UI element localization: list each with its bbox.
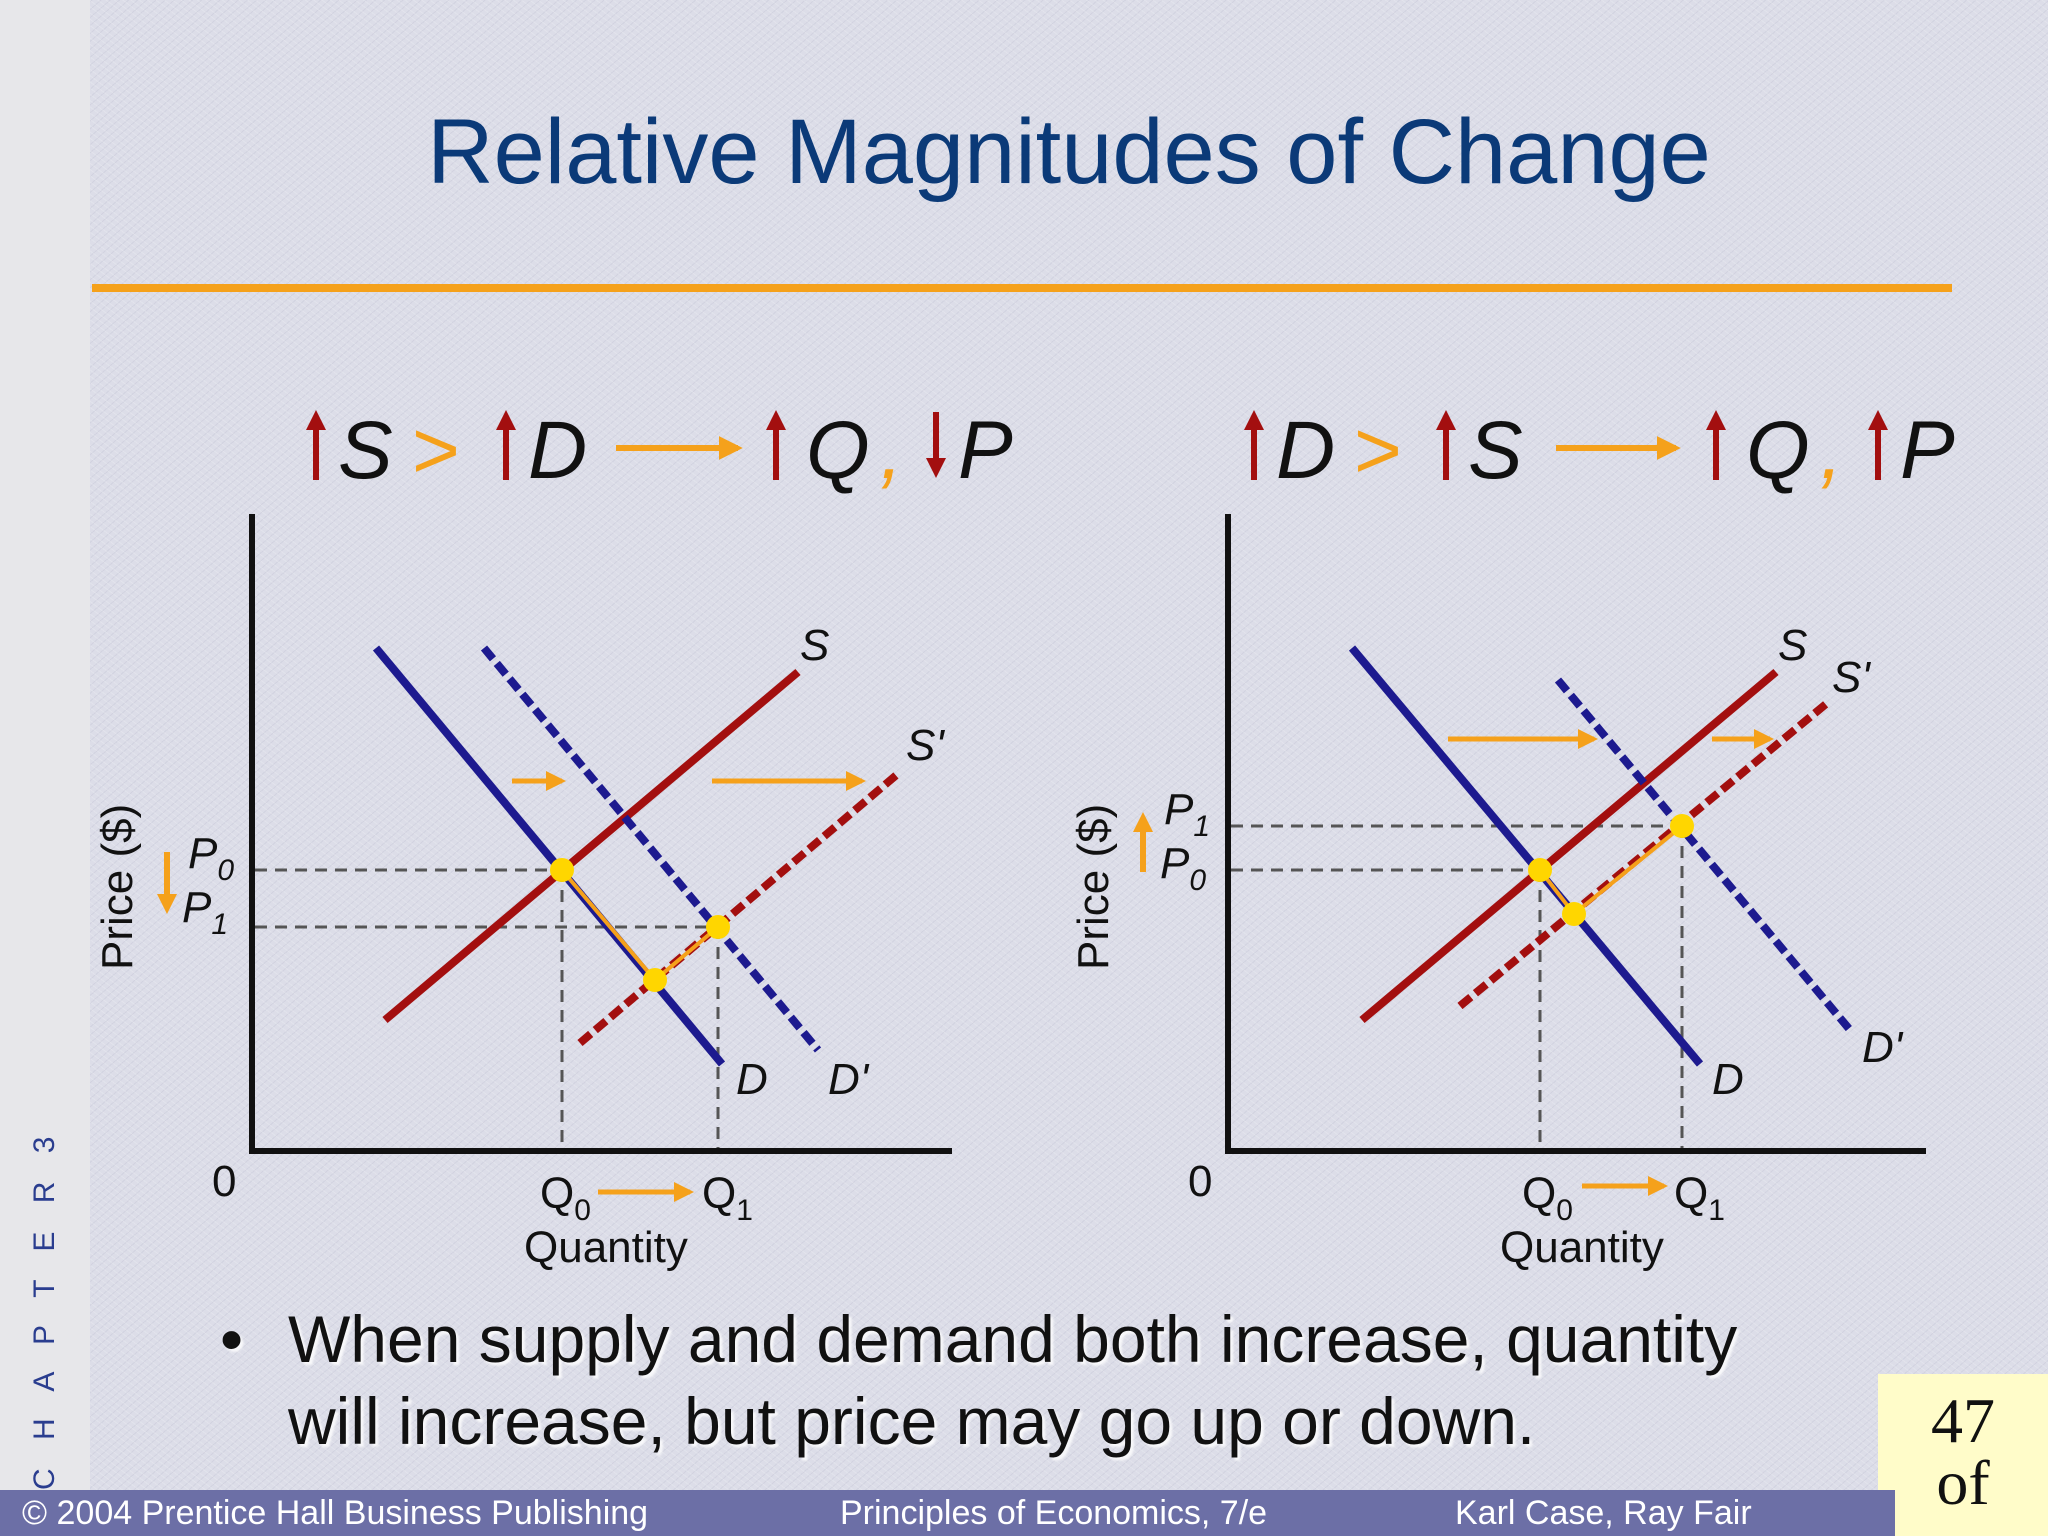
diagram-right: D > S Q , P S S' D D' P1 [1069, 405, 1955, 1272]
label-p0: P0 [1160, 839, 1206, 897]
heading-left-supply: S [338, 405, 393, 496]
supply-curve [382, 668, 801, 1024]
footer-authors: Karl Case, Ray Fair [1455, 1494, 1752, 1532]
equilibrium-intermediate [1562, 902, 1586, 926]
up-arrow-icon [496, 410, 516, 480]
equilibrium-path [560, 868, 720, 983]
label-q1: Q1 [1674, 1169, 1725, 1227]
page-number-box: 47 of [1878, 1374, 2048, 1536]
title-rule [92, 284, 1952, 292]
up-arrow-icon [766, 410, 786, 480]
supply-shifted-curve [577, 768, 903, 1047]
label-demand-shifted: D' [828, 1055, 870, 1104]
equilibrium-final [706, 915, 730, 939]
demand-shifted-curve [1554, 677, 1854, 1033]
page-number: 47 of [1931, 1385, 1995, 1518]
label-supply: S [800, 621, 829, 670]
heading-right-quantity: Q [1746, 405, 1810, 496]
y-axis-label: Price ($) [93, 804, 142, 970]
y-axis-label: Price ($) [1069, 804, 1118, 970]
up-arrow-icon [306, 410, 326, 480]
heading-right-price: P [1900, 405, 1955, 496]
label-origin: 0 [212, 1157, 236, 1206]
heading-left-comparator: > [412, 405, 460, 496]
label-p0: P0 [188, 829, 234, 887]
equilibrium-intermediate [643, 968, 667, 992]
down-arrow-icon [926, 412, 946, 478]
x-axis-label: Quantity [524, 1223, 688, 1272]
demand-curve [1348, 645, 1704, 1067]
up-arrow-icon [1244, 410, 1264, 480]
equilibrium-initial [550, 858, 574, 882]
heading-right-comparator: > [1354, 405, 1402, 496]
label-supply: S [1778, 621, 1807, 670]
label-supply-shifted: S' [1832, 653, 1871, 702]
heading-left-demand: D [528, 405, 587, 496]
label-demand-shifted: D' [1862, 1023, 1904, 1072]
heading-right-demand: D [1276, 405, 1335, 496]
heading-left-quantity: Q [806, 405, 870, 496]
heading-right-supply: S [1468, 405, 1523, 496]
bullet-icon: • [220, 1302, 244, 1376]
label-q0: Q0 [540, 1169, 591, 1227]
label-demand: D [1712, 1055, 1744, 1104]
slide-title: Relative Magnitudes of Change [427, 101, 1711, 203]
label-p1: P1 [1164, 785, 1210, 843]
heading-right: D > S Q , P [1244, 405, 1955, 496]
up-arrow-icon [1133, 812, 1153, 872]
down-arrow-icon [157, 852, 177, 914]
label-origin: 0 [1188, 1157, 1212, 1206]
up-arrow-icon [1436, 410, 1456, 480]
heading-left: S > D Q , P [306, 405, 1013, 496]
footer: © 2004 Prentice Hall Business Publishing… [0, 1490, 1895, 1536]
heading-right-separator: , [1820, 405, 1843, 496]
supply-shifted-curve [1457, 700, 1829, 1010]
heading-left-price: P [958, 405, 1013, 496]
footer-book: Principles of Economics, 7/e [840, 1494, 1268, 1532]
label-p1: P1 [182, 883, 228, 941]
heading-left-separator: , [880, 405, 903, 496]
footer-copyright: © 2004 Prentice Hall Business Publishing [22, 1494, 649, 1532]
diagrams: S > D Q , P [93, 405, 1955, 1272]
side-bar [0, 0, 90, 1490]
demand-shifted-curve [480, 645, 822, 1053]
demand-curve [372, 645, 726, 1067]
equilibrium-initial [1528, 858, 1552, 882]
label-supply-shifted: S' [906, 721, 945, 770]
up-arrow-icon [1868, 410, 1888, 480]
diagram-left: S > D Q , P [93, 405, 1013, 1272]
x-axis-label: Quantity [1500, 1223, 1664, 1272]
equilibrium-final [1670, 814, 1694, 838]
label-demand: D [736, 1055, 768, 1104]
bullet-text: When supply and demand both increase, qu… [288, 1302, 1738, 1458]
label-q1: Q1 [702, 1169, 753, 1227]
up-arrow-icon [1706, 410, 1726, 480]
label-q0: Q0 [1522, 1169, 1573, 1227]
supply-curve [1359, 668, 1779, 1024]
